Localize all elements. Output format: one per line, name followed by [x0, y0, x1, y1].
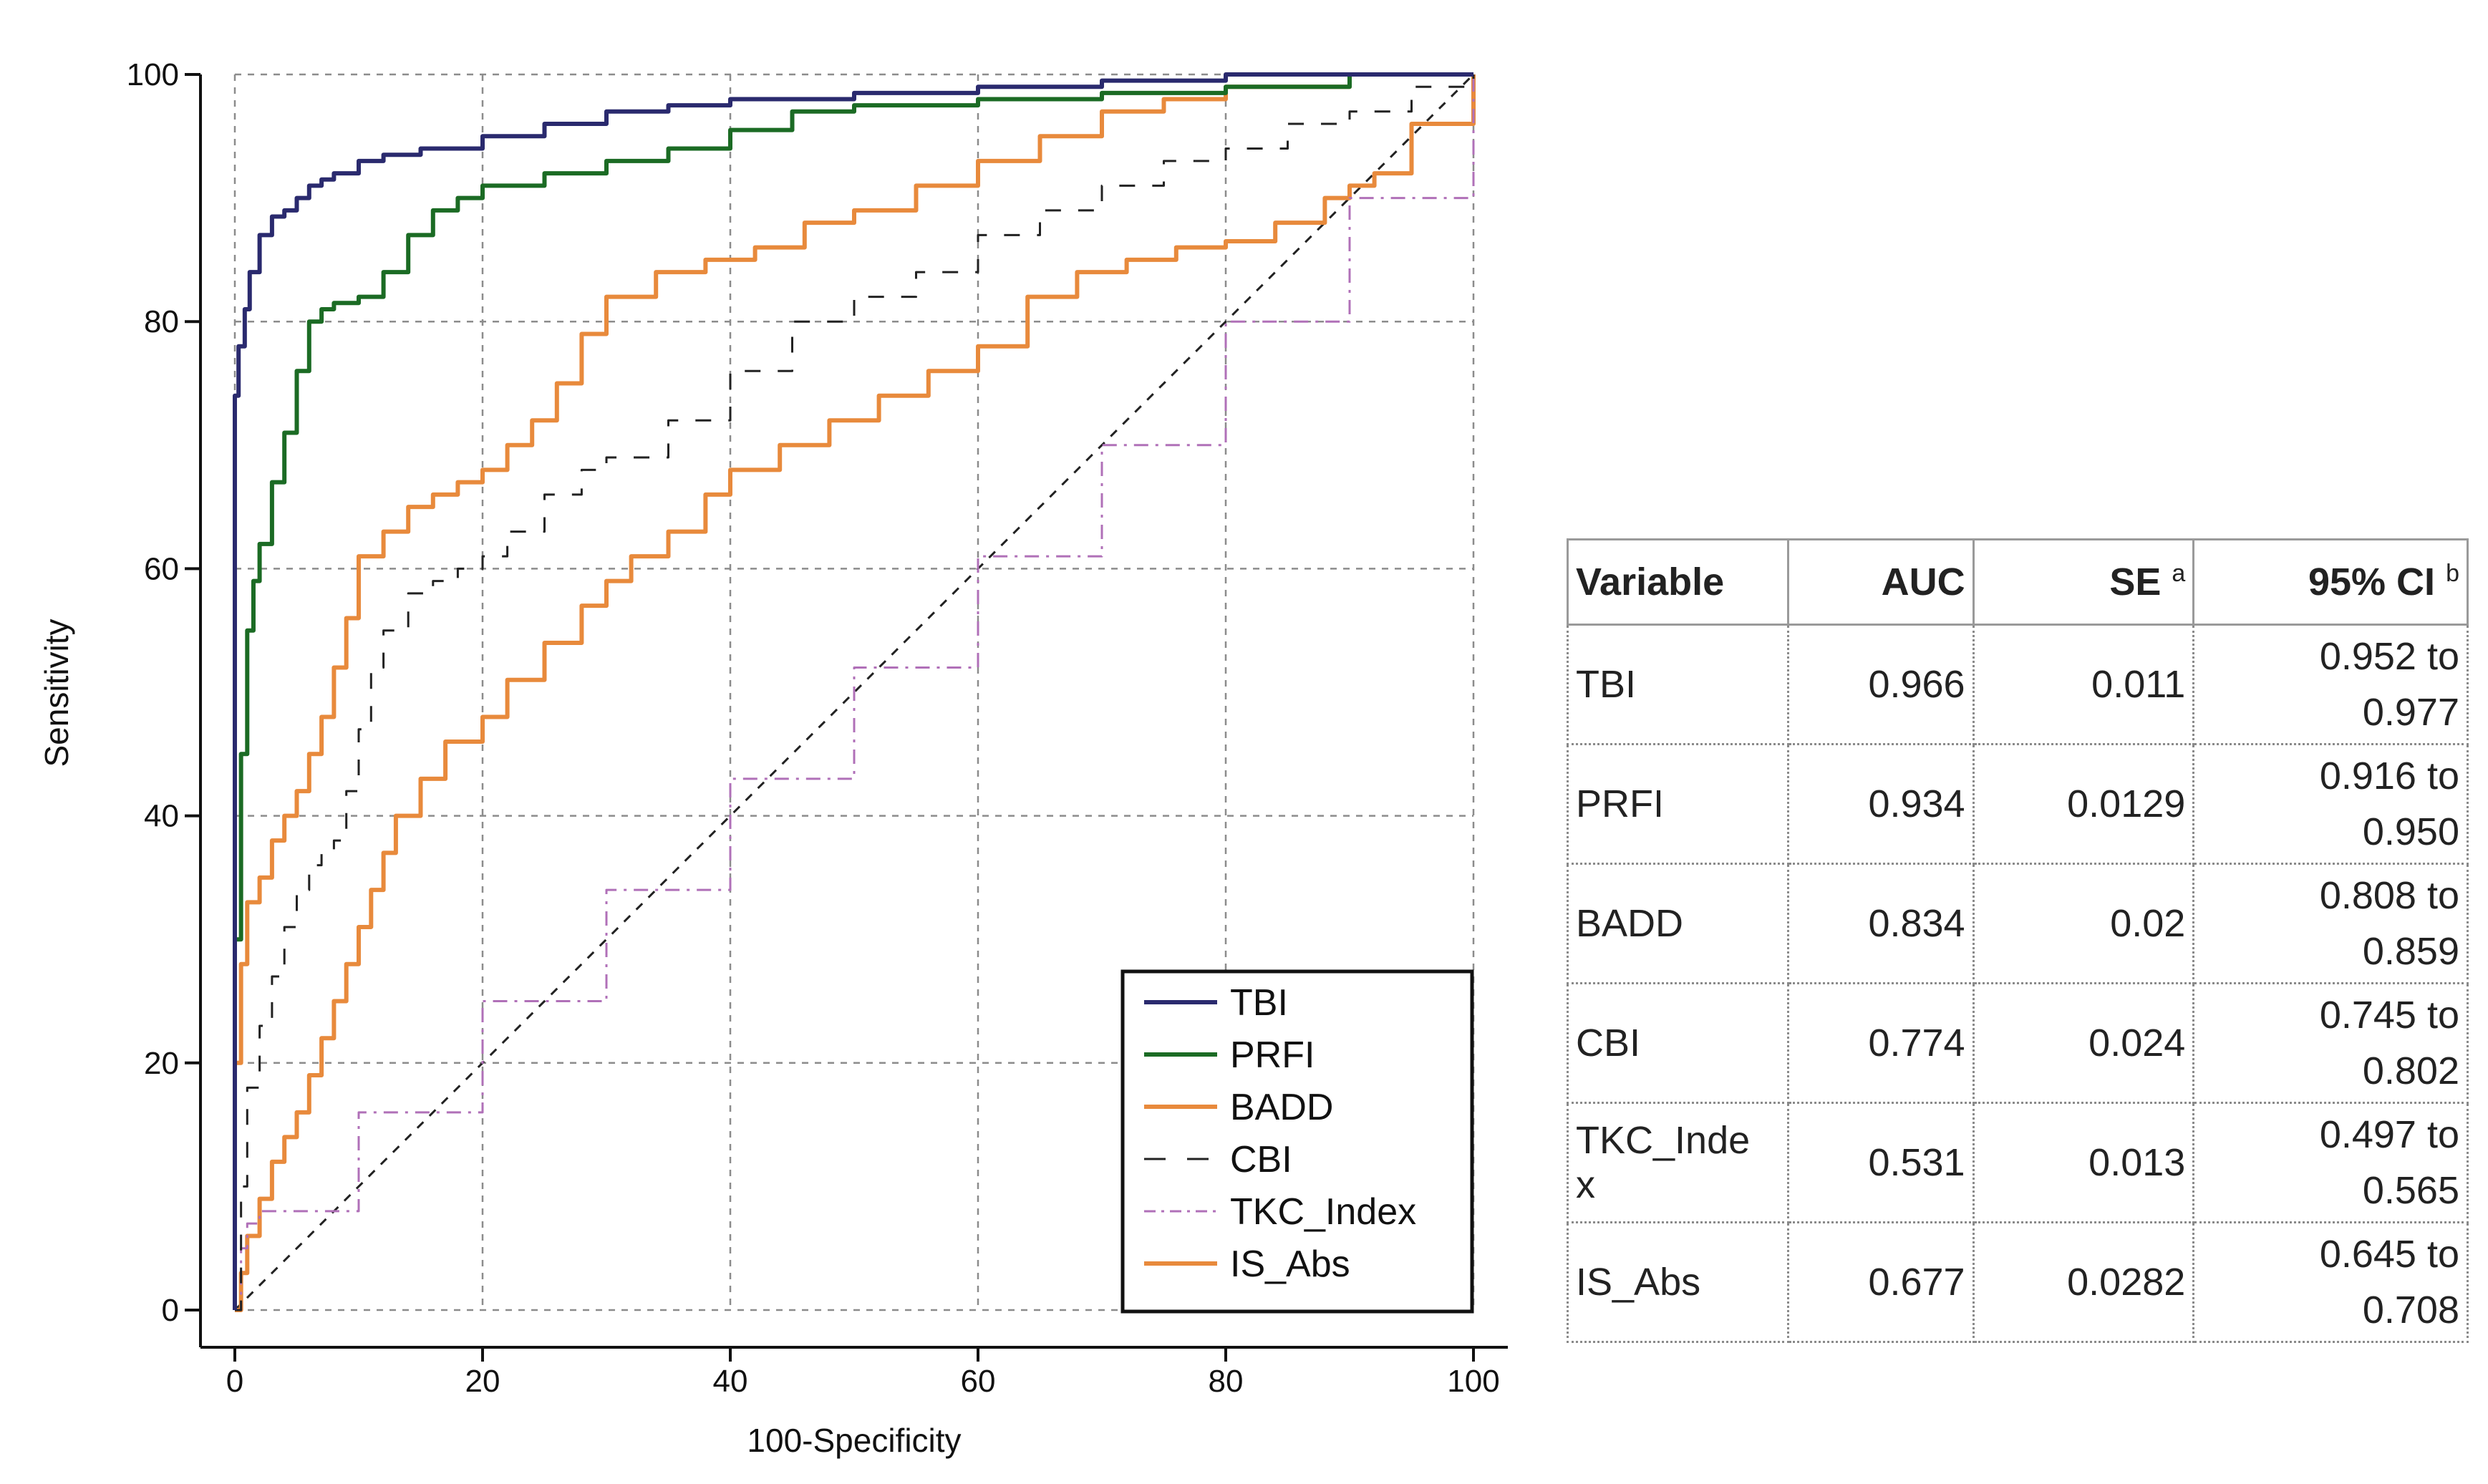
cell-se: 0.02 [1972, 863, 2195, 984]
cell-auc: 0.531 [1787, 1102, 1975, 1223]
header-auc: AUC [1787, 538, 1975, 626]
x-axis-title: 100-Specificity [747, 1422, 961, 1459]
header-ci: 95% CI b [2192, 538, 2469, 626]
x-tick-label-20: 20 [465, 1364, 500, 1399]
x-tick-label-40: 40 [713, 1364, 748, 1399]
x-tick-label-60: 60 [961, 1364, 996, 1399]
cell-ci: 0.645 to 0.708 [2192, 1221, 2469, 1343]
series-line-badd [233, 72, 1473, 1310]
auc-table: Variable AUC SE a 95% CI b TBI 0.966 0.0… [1567, 538, 2469, 1343]
legend-label-cbi: CBI [1230, 1139, 1292, 1180]
y-tick-label-0: 0 [162, 1293, 179, 1328]
legend-label-badd: BADD [1230, 1087, 1333, 1128]
cell-variable: CBI [1567, 982, 1789, 1104]
series-line-is-abs [235, 74, 1476, 1312]
header-variable: Variable [1567, 538, 1789, 626]
y-tick-label-60: 60 [144, 551, 179, 586]
table-row-tkc-index: TKC_Inde x 0.531 0.013 0.497 to 0.565 [1567, 1102, 2469, 1223]
cell-variable: PRFI [1567, 743, 1789, 865]
cell-auc: 0.774 [1787, 982, 1975, 1104]
table-row-cbi: CBI 0.774 0.024 0.745 to 0.802 [1567, 982, 2469, 1104]
series-lines [233, 72, 1476, 1312]
cell-se: 0.013 [1972, 1102, 2195, 1223]
header-se: SE a [1972, 538, 2195, 626]
cell-ci: 0.808 to 0.859 [2192, 863, 2469, 984]
legend-label-prfi: PRFI [1230, 1034, 1315, 1076]
cell-auc: 0.966 [1787, 624, 1975, 745]
y-axis-title: Sensitivity [38, 619, 75, 767]
x-tick-label-0: 0 [226, 1364, 243, 1399]
cell-variable: BADD [1567, 863, 1789, 984]
cell-variable: TBI [1567, 624, 1789, 745]
se-footnote-marker: a [2172, 560, 2186, 587]
cell-ci: 0.916 to 0.950 [2192, 743, 2469, 865]
cell-auc: 0.934 [1787, 743, 1975, 865]
table-row-tbi: TBI 0.966 0.011 0.952 to 0.977 [1567, 624, 2469, 745]
legend-box [1120, 969, 1474, 1314]
cell-auc: 0.834 [1787, 863, 1975, 984]
legend: TBI PRFI BADD CBI TKC_Index IS_Abs [1120, 969, 1474, 1314]
y-tick-label-40: 40 [144, 799, 179, 834]
series-line-cbi [235, 74, 1475, 1311]
legend-label-tkc-index: TKC_Index [1230, 1191, 1416, 1233]
series-line-tkc-index [235, 74, 1475, 1311]
table-row-badd: BADD 0.834 0.02 0.808 to 0.859 [1567, 863, 2469, 984]
x-tick-label-100: 100 [1447, 1364, 1499, 1399]
cell-variable: TKC_Inde x [1567, 1102, 1789, 1223]
x-tick-label-80: 80 [1209, 1364, 1244, 1399]
cell-variable: IS_Abs [1567, 1221, 1789, 1343]
y-tick-label-100: 100 [127, 57, 179, 92]
table-row-prfi: PRFI 0.934 0.0129 0.916 to 0.950 [1567, 743, 2469, 865]
table-row-is-abs: IS_Abs 0.677 0.0282 0.645 to 0.708 [1567, 1221, 2469, 1343]
cell-ci: 0.497 to 0.565 [2192, 1102, 2469, 1223]
table-header-row: Variable AUC SE a 95% CI b [1567, 538, 2469, 626]
cell-se: 0.011 [1972, 624, 2195, 745]
y-tick-label-20: 20 [144, 1046, 179, 1081]
legend-label-tbi: TBI [1230, 982, 1288, 1024]
cell-se: 0.024 [1972, 982, 2195, 1104]
legend-label-is-abs: IS_Abs [1230, 1243, 1350, 1285]
series-line-prfi [233, 72, 1473, 1310]
cell-ci: 0.952 to 0.977 [2192, 624, 2469, 745]
cell-auc: 0.677 [1787, 1221, 1975, 1343]
cell-ci: 0.745 to 0.802 [2192, 982, 2469, 1104]
series-line-tbi [233, 72, 1473, 1310]
y-tick-label-80: 80 [144, 304, 179, 339]
axis-ticks: 0 20 40 60 80 100 0 20 40 60 80 100 [127, 57, 1500, 1399]
cell-se: 0.0129 [1972, 743, 2195, 865]
ci-footnote-marker: b [2446, 560, 2459, 587]
cell-se: 0.0282 [1972, 1221, 2195, 1343]
